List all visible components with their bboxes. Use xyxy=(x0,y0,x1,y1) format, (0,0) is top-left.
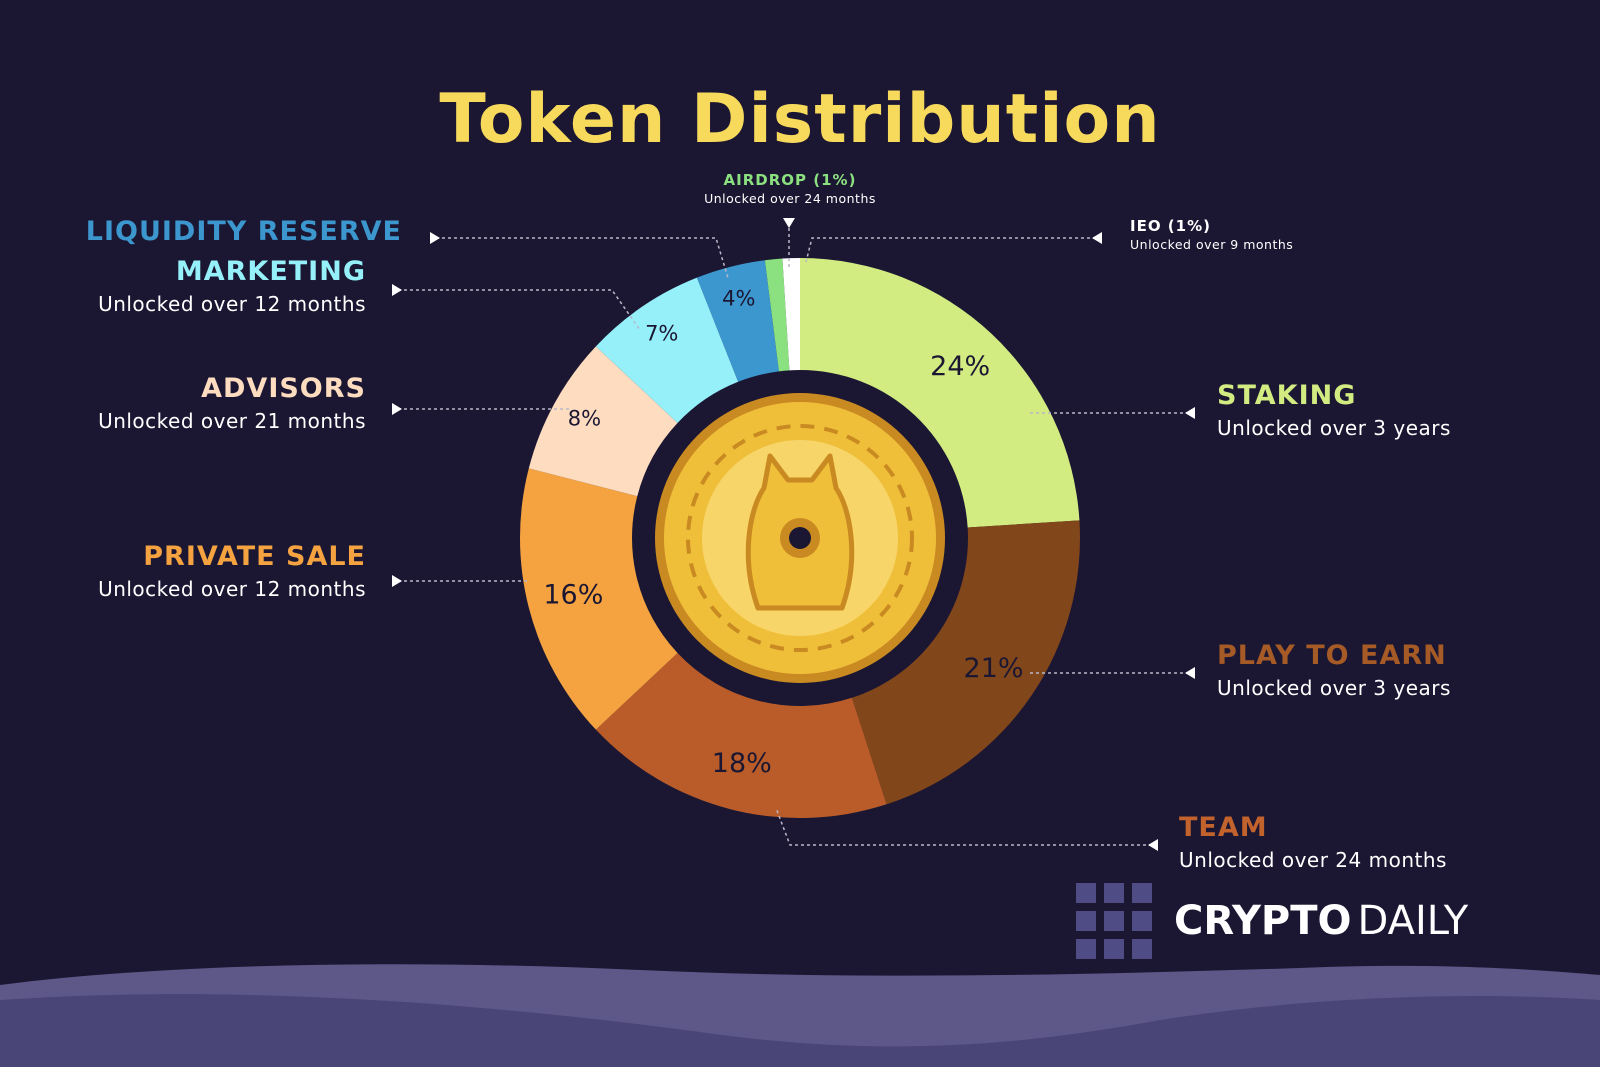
brand-word-crypto: CRYPTO xyxy=(1174,898,1352,944)
pct-label-marketing: 7% xyxy=(645,322,678,346)
slice-team xyxy=(595,653,887,818)
leader-advisors-arrow-icon xyxy=(392,403,402,415)
label-advisors-sub: Unlocked over 21 months xyxy=(98,409,366,433)
leader-staking-arrow-icon xyxy=(1185,407,1195,419)
leader-liquidity-reserve-arrow-icon xyxy=(430,232,440,244)
label-liquidity-reserve: LIQUIDITY RESERVE xyxy=(86,216,402,248)
crypto-daily-logo: CRYPTO DAILY xyxy=(1076,883,1469,959)
label-staking-sub: Unlocked over 3 years xyxy=(1217,416,1451,440)
label-airdrop-sub: Unlocked over 24 months xyxy=(704,191,876,206)
leader-private-sale-arrow-icon xyxy=(392,575,402,587)
label-ieo: IEO (1%) Unlocked over 9 months xyxy=(1130,216,1293,254)
label-advisors: ADVISORS Unlocked over 21 months xyxy=(98,373,366,437)
pct-label-advisors: 8% xyxy=(568,406,601,430)
label-play-to-earn: PLAY TO EARN Unlocked over 3 years xyxy=(1217,640,1451,704)
label-marketing-name: MARKETING xyxy=(175,256,366,287)
label-airdrop-name: AIRDROP (1%) xyxy=(723,171,857,189)
label-play-to-earn-name: PLAY TO EARN xyxy=(1217,640,1447,671)
coin-hole xyxy=(789,527,811,549)
label-play-to-earn-sub: Unlocked over 3 years xyxy=(1217,676,1451,700)
leader-team-arrow-icon xyxy=(1148,839,1158,851)
brand-word-daily: DAILY xyxy=(1357,898,1469,944)
donut-chart: 24% 21% 18% 16% 8% 7% 4% xyxy=(520,258,1081,818)
label-ieo-name: IEO (1%) xyxy=(1130,217,1211,235)
leader-ieo-arrow-icon xyxy=(1092,232,1102,244)
hill-front xyxy=(0,994,1600,1067)
shiba-coin-icon xyxy=(655,393,945,683)
slice-marketing xyxy=(595,277,739,423)
pct-label-private-sale: 16% xyxy=(543,580,603,611)
slice-ieo xyxy=(782,258,800,371)
pct-label-team: 18% xyxy=(712,748,772,779)
leader-play-to-earn-arrow-icon xyxy=(1185,667,1195,679)
brand-grid-icon xyxy=(1076,883,1152,959)
label-staking: STAKING Unlocked over 3 years xyxy=(1217,380,1451,444)
label-private-sale-name: PRIVATE SALE xyxy=(143,541,366,572)
background-hills xyxy=(0,964,1600,1067)
slice-airdrop xyxy=(764,258,790,372)
label-marketing-sub: Unlocked over 12 months xyxy=(98,292,366,316)
leader-liquidity-reserve xyxy=(430,237,729,279)
label-ieo-sub: Unlocked over 9 months xyxy=(1130,237,1294,252)
pct-label-play-to-earn: 21% xyxy=(964,653,1024,684)
pct-label-liquidity-reserve: 4% xyxy=(722,287,755,311)
leader-ieo xyxy=(805,237,1102,263)
label-team: TEAM Unlocked over 24 months xyxy=(1179,812,1447,876)
coin-dash-ring xyxy=(686,424,914,652)
chart-title: Token Distribution xyxy=(439,80,1161,159)
label-airdrop: AIRDROP (1%) Unlocked over 24 months xyxy=(690,170,890,208)
pct-label-staking: 24% xyxy=(930,351,990,382)
leader-airdrop-arrow-icon xyxy=(783,218,795,228)
leader-marketing xyxy=(392,289,641,331)
leader-team xyxy=(775,807,1158,846)
slice-liquidity-reserve xyxy=(696,260,779,382)
slice-advisors xyxy=(528,346,678,497)
leader-lines xyxy=(392,218,1195,851)
slice-play-to-earn xyxy=(851,520,1081,805)
label-liquidity-reserve-name: LIQUIDITY RESERVE xyxy=(85,216,402,247)
slice-private-sale xyxy=(520,468,678,730)
label-staking-name: STAKING xyxy=(1217,380,1357,411)
label-team-name: TEAM xyxy=(1179,812,1268,843)
leader-marketing-arrow-icon xyxy=(392,284,402,296)
label-team-sub: Unlocked over 24 months xyxy=(1179,848,1447,872)
label-advisors-name: ADVISORS xyxy=(201,373,366,404)
label-private-sale: PRIVATE SALE Unlocked over 12 months xyxy=(98,541,366,605)
label-marketing: MARKETING Unlocked over 12 months xyxy=(98,256,366,320)
slice-staking xyxy=(800,258,1080,528)
label-private-sale-sub: Unlocked over 12 months xyxy=(98,577,366,601)
